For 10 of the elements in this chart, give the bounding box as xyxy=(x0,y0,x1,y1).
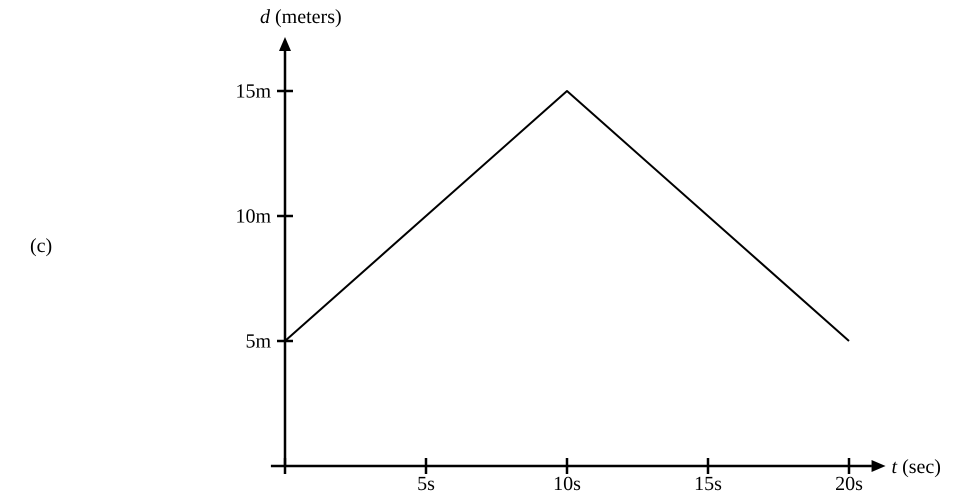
x-tick-label: 5s xyxy=(417,473,436,495)
x-tick-label: 10s xyxy=(553,473,582,495)
y-axis-title: d (meters) xyxy=(260,6,342,28)
text: (c) xyxy=(30,235,52,257)
x-tick-label: 15s xyxy=(694,473,722,495)
x-tick-label: 20s xyxy=(835,473,864,495)
x-axis-title: t (sec) xyxy=(892,456,941,478)
y-tick-label: 5m xyxy=(245,330,272,352)
y-tick-label: 15m xyxy=(235,80,272,102)
y-tick-label: 10m xyxy=(235,205,272,228)
